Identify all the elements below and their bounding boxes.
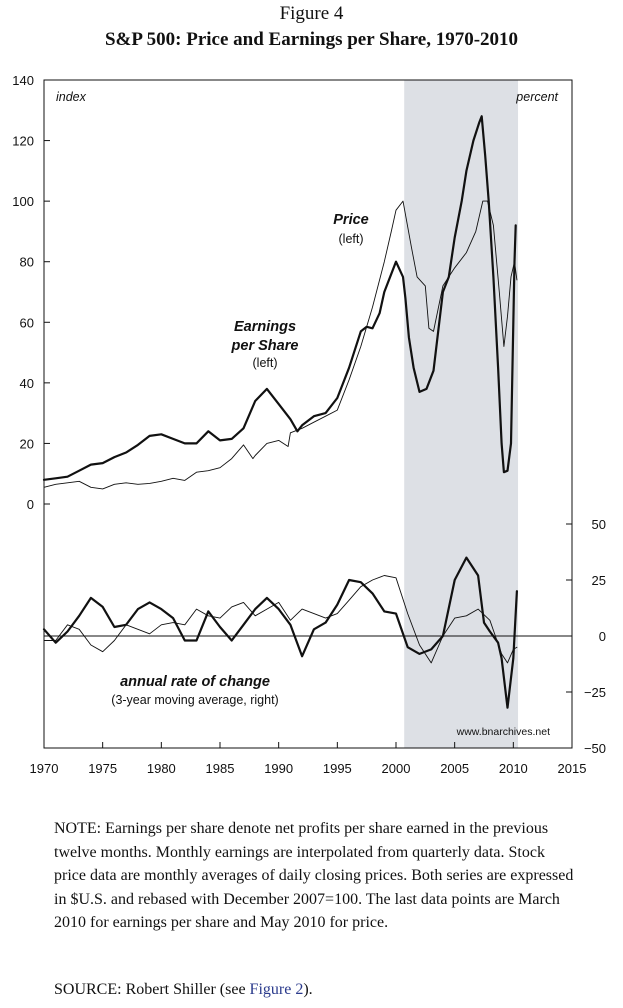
eps-line: [42, 115, 517, 481]
x-tick-label: 1995: [323, 761, 352, 776]
x-tick-label: 2005: [440, 761, 469, 776]
eps-series-label-2: per Share: [231, 338, 299, 354]
source-suffix: ).: [303, 981, 313, 998]
right-tick-label: 25: [592, 573, 606, 588]
chart-title: S&P 500: Price and Earnings per Share, 1…: [104, 29, 519, 50]
right-tick-label: 0: [599, 629, 606, 644]
x-tick-label: 2010: [499, 761, 528, 776]
left-tick-label: 60: [20, 315, 34, 330]
shaded-period: [404, 80, 519, 748]
right-unit-label: percent: [515, 90, 558, 104]
left-tick-label: 40: [20, 376, 34, 391]
watermark: www.bnarchives.net: [456, 726, 550, 738]
left-tick-label: 20: [20, 436, 34, 451]
eps-change-line: [42, 556, 518, 709]
right-tick-label: −25: [584, 685, 606, 700]
left-tick-label: 120: [12, 134, 34, 149]
right-axis: −50 −25 0 25 50: [566, 517, 606, 756]
x-tick-label: 1970: [30, 761, 59, 776]
x-tick-label: 1980: [147, 761, 176, 776]
left-tick-label: 100: [12, 194, 34, 209]
x-tick-label: 2015: [558, 761, 587, 776]
eps-series-sublabel: (left): [253, 356, 278, 370]
x-tick-label: 1985: [206, 761, 235, 776]
left-unit-label: index: [56, 90, 87, 104]
left-tick-label: 0: [27, 497, 34, 512]
figure-2-link[interactable]: Figure 2: [249, 981, 304, 998]
change-sublabel: (3-year moving average, right): [111, 693, 278, 707]
price-series-label: Price: [333, 212, 368, 228]
x-axis: 1970 1975 1980 1985 1990 1995 2000 2005 2010 2015: [30, 742, 587, 776]
plot-frame: [43, 79, 573, 749]
x-tick-label: 2000: [382, 761, 411, 776]
left-axis: 0 20 40 60 80 100 120 140: [12, 73, 50, 512]
right-tick-label: 50: [592, 517, 606, 532]
price-series-sublabel: (left): [339, 232, 364, 246]
note-text: NOTE: Earnings per share denote net prof…: [54, 820, 574, 932]
figure-number: Figure 4: [279, 3, 344, 24]
x-tick-label: 1975: [88, 761, 117, 776]
source-line: SOURCE: Robert Shiller (see Figure 2).: [54, 981, 313, 999]
eps-series-label-1: Earnings: [234, 319, 296, 335]
change-label: annual rate of change: [120, 674, 270, 690]
price-line: [43, 200, 518, 490]
series-layer: [42, 115, 518, 709]
left-tick-label: 140: [12, 73, 34, 88]
right-tick-label: −50: [584, 741, 606, 756]
source-prefix: SOURCE: Robert Shiller (see: [54, 981, 250, 998]
x-tick-label: 1990: [264, 761, 293, 776]
left-tick-label: 80: [20, 255, 34, 270]
